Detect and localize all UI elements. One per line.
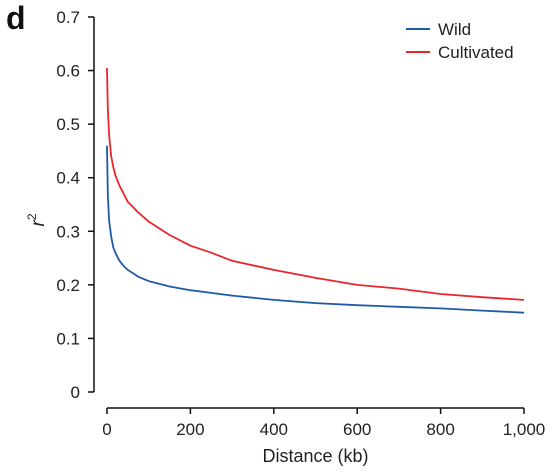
legend-label-cultivated: Cultivated — [438, 43, 514, 62]
y-tick-label: 0.4 — [56, 169, 80, 188]
y-tick-label: 0.6 — [56, 62, 80, 81]
series-line-cultivated — [106, 67, 525, 301]
x-tick-label: 800 — [426, 420, 454, 439]
y-tick-label: 0.5 — [56, 115, 80, 134]
x-tick-label: 0 — [102, 420, 111, 439]
y-tick-label: 0.1 — [56, 329, 80, 348]
y-tick-label: 0.2 — [56, 276, 80, 295]
y-tick-label: 0 — [71, 383, 80, 402]
x-tick-label: 600 — [343, 420, 371, 439]
x-tick-label: 200 — [176, 420, 204, 439]
series-line-wild — [106, 145, 525, 314]
x-tick-label: 1,000 — [503, 420, 546, 439]
y-tick-label: 0.3 — [56, 222, 80, 241]
x-tick-label: 400 — [260, 420, 288, 439]
x-axis-label: Distance (kb) — [262, 446, 368, 466]
panel-label: d — [6, 0, 26, 36]
y-axis-label: r2 — [25, 213, 49, 226]
y-tick-label: 0.7 — [56, 8, 80, 27]
legend-label-wild: Wild — [438, 20, 471, 39]
